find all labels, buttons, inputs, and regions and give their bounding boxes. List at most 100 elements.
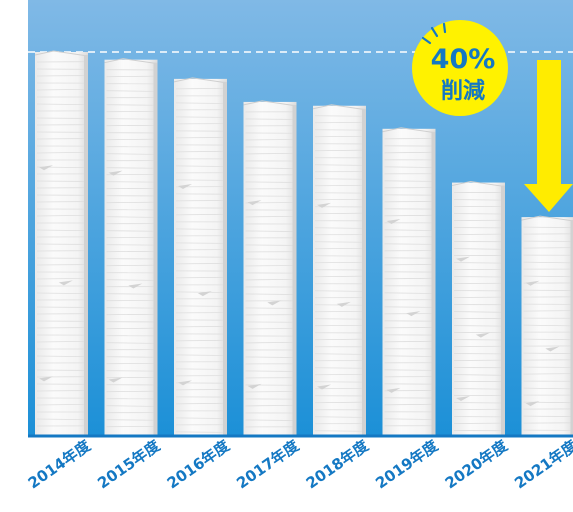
paper-sheet-line — [245, 419, 295, 421]
paper-sheet-line — [245, 341, 295, 344]
paper-sheet-line — [106, 90, 156, 92]
paper-sheet-line — [245, 278, 295, 281]
bar — [104, 59, 158, 437]
paper-sheet-line — [106, 405, 156, 407]
bar-side-shade — [570, 220, 573, 436]
paper-sheet-line — [36, 229, 87, 231]
paper-sheet-line — [384, 306, 434, 308]
paper-sheet-line — [106, 419, 156, 421]
arrow-head — [524, 184, 573, 212]
x-tick-label: 2016年度 — [164, 436, 234, 492]
paper-sheet-line — [245, 356, 295, 358]
paper-sheet-line — [106, 293, 156, 295]
x-tick-label: 2020年度 — [442, 436, 512, 492]
paper-sheet-line — [106, 153, 156, 155]
bar-paper-stack — [34, 50, 89, 436]
bar-top-edge — [521, 215, 573, 222]
paper-sheet-line — [314, 338, 365, 341]
paper-sheet-line — [245, 370, 295, 372]
paper-sheet-line — [106, 356, 156, 358]
paper-corner-mark — [317, 202, 331, 208]
paper-sheet-line — [245, 244, 295, 246]
paper-sheet-line — [384, 229, 434, 231]
bar-paper-stack — [243, 100, 297, 437]
paper-sheet-line — [384, 418, 434, 420]
paper-corner-mark — [39, 376, 53, 382]
paper-corner-mark — [456, 256, 470, 262]
bar-top-edge — [173, 77, 228, 84]
paper-sheet-line — [106, 104, 156, 106]
x-tick-label: 2014年度 — [25, 436, 95, 492]
bar-top-edge — [104, 58, 158, 65]
paper-sheet-line — [36, 355, 87, 357]
paper-sheet-line — [245, 404, 295, 407]
x-tick-label: 2021年度 — [511, 436, 573, 492]
x-tick-labels: 2014年度 2015年度 2016年度 2017年度 2018年度 2019年度 2020… — [25, 436, 573, 492]
bar — [313, 105, 366, 436]
callout-label: 削減 — [441, 79, 485, 104]
paper-sheet-line — [175, 102, 226, 104]
bar-side-shade — [84, 55, 88, 436]
paper-sheet-line — [523, 387, 573, 390]
paper-sheet-line — [314, 212, 365, 215]
paper-corner-mark — [108, 377, 123, 383]
bar-side-shade — [153, 62, 158, 437]
paper-corner-mark — [386, 218, 401, 224]
paper-sheet-line — [175, 213, 226, 216]
reduction-arrow — [524, 60, 573, 212]
bar-top-edge — [382, 127, 436, 134]
x-tick-label: 2018年度 — [303, 436, 373, 492]
bar-paper-stack — [173, 77, 228, 436]
paper-sheet-line — [384, 355, 434, 357]
bar-side-shade — [292, 104, 297, 437]
paper-sheet-line — [106, 230, 156, 232]
bar-paper-stack — [382, 127, 436, 437]
bar-paper-stack — [312, 104, 367, 436]
paper-sheet-line — [384, 166, 434, 168]
paper-corner-mark — [247, 200, 262, 206]
paper-sheet-line — [175, 165, 226, 167]
paper-sheet-line — [384, 340, 434, 343]
x-tick-label: 2017年度 — [233, 436, 303, 492]
paper-sheet-line — [314, 290, 365, 292]
paper-sheet-line — [245, 230, 295, 232]
sparkle-icon — [421, 22, 447, 45]
paper-sheet-line — [314, 401, 365, 404]
paper-sheet-line — [175, 150, 226, 153]
paper-sheet-line — [453, 311, 504, 313]
arrow-shaft — [537, 60, 561, 188]
paper-corner-mark — [178, 380, 192, 386]
paper-sheet-line — [36, 89, 87, 91]
paper-sheet-line — [314, 275, 365, 278]
paper-sheet-line — [245, 118, 295, 120]
paper-corner-mark — [406, 311, 421, 317]
callout-circle — [412, 20, 508, 116]
paper-sheet-line — [106, 279, 156, 281]
paper-corner-mark — [525, 401, 540, 407]
bar-paper-stack — [104, 58, 158, 437]
paper-sheet-line — [106, 216, 156, 218]
paper-sheet-line — [245, 307, 295, 309]
paper-sheet-line — [36, 278, 87, 280]
paper-sheet-line — [175, 417, 226, 419]
bar — [243, 101, 297, 437]
paper-corner-mark — [267, 300, 282, 306]
paper-sheet-line — [245, 181, 295, 183]
paper-sheet-line — [245, 293, 295, 295]
paper-sheet-line — [106, 167, 156, 169]
paper-sheet-line — [384, 277, 434, 280]
paper-sheet-line — [453, 374, 504, 376]
reduction-callout: 40% 削減 — [412, 20, 508, 116]
paper-sheet-line — [175, 354, 226, 356]
paper-sheet-line — [384, 292, 434, 294]
paper-corner-mark — [317, 384, 331, 390]
paper-sheet-line — [384, 243, 434, 245]
paper-corner-mark — [58, 280, 73, 286]
paper-sheet-line — [36, 418, 87, 420]
bar-paper-stack — [451, 181, 506, 436]
paper-sheet-line — [36, 152, 87, 154]
paper-sheet-line — [384, 214, 434, 217]
paper-sheet-line — [36, 341, 87, 343]
callout-percent: 40% — [431, 44, 496, 75]
bar — [521, 217, 573, 436]
